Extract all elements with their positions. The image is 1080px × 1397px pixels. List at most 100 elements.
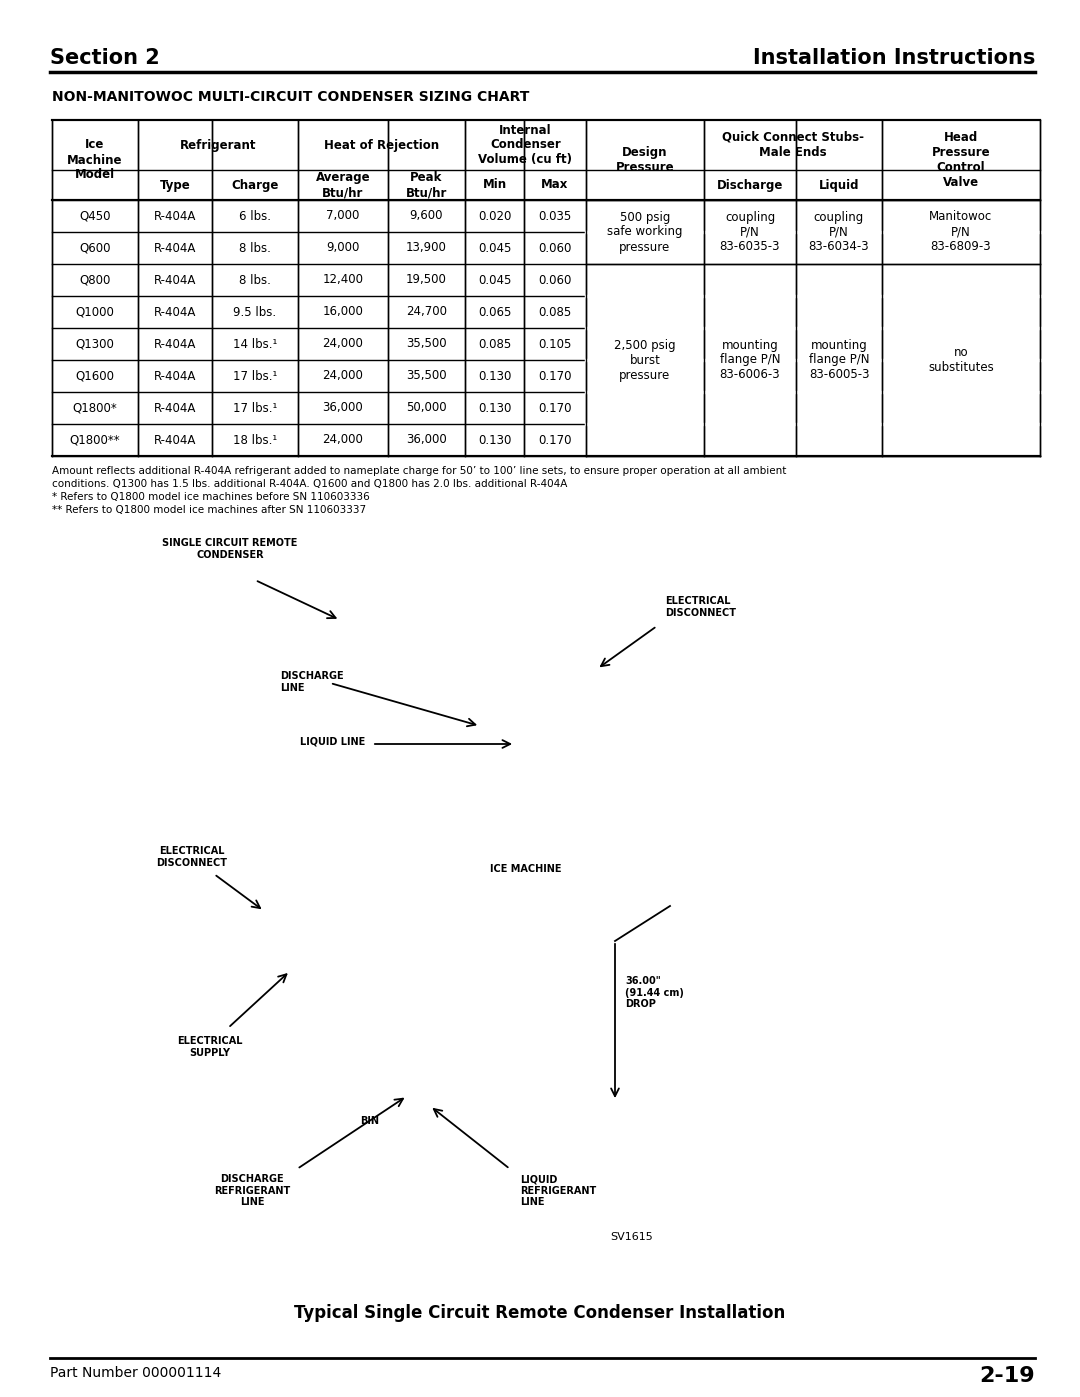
Text: Manitowoc
P/N
83-6809-3: Manitowoc P/N 83-6809-3 <box>930 211 993 253</box>
Text: ELECTRICAL
DISCONNECT: ELECTRICAL DISCONNECT <box>665 597 735 617</box>
Text: Q800: Q800 <box>79 274 110 286</box>
Text: BIN: BIN <box>360 1116 379 1126</box>
Text: 9.5 lbs.: 9.5 lbs. <box>233 306 276 319</box>
Text: Charge: Charge <box>231 179 279 191</box>
Text: 13,900: 13,900 <box>406 242 447 254</box>
Text: Q1800*: Q1800* <box>72 401 118 415</box>
Text: 0.065: 0.065 <box>477 306 511 319</box>
Text: 0.130: 0.130 <box>477 433 511 447</box>
Text: Q1300: Q1300 <box>76 338 114 351</box>
Text: 0.105: 0.105 <box>538 338 571 351</box>
Text: 17 lbs.¹: 17 lbs.¹ <box>233 401 278 415</box>
Text: 500 psig
safe working
pressure: 500 psig safe working pressure <box>607 211 683 253</box>
Text: Typical Single Circuit Remote Condenser Installation: Typical Single Circuit Remote Condenser … <box>295 1303 785 1322</box>
Text: mounting
flange P/N
83-6005-3: mounting flange P/N 83-6005-3 <box>809 338 869 381</box>
Text: Refrigerant: Refrigerant <box>179 138 256 151</box>
Text: Quick Connect Stubs-
Male Ends: Quick Connect Stubs- Male Ends <box>723 131 864 159</box>
Text: no
substitutes: no substitutes <box>928 346 994 374</box>
Text: 7,000: 7,000 <box>326 210 360 222</box>
Text: 0.170: 0.170 <box>538 369 571 383</box>
Text: 2-19: 2-19 <box>980 1366 1035 1386</box>
Text: 0.085: 0.085 <box>477 338 511 351</box>
Text: ELECTRICAL
DISCONNECT: ELECTRICAL DISCONNECT <box>157 847 228 868</box>
Text: coupling
P/N
83-6035-3: coupling P/N 83-6035-3 <box>719 211 780 253</box>
Text: 16,000: 16,000 <box>323 306 364 319</box>
Text: R-404A: R-404A <box>153 274 197 286</box>
Text: 0.085: 0.085 <box>538 306 571 319</box>
Text: 35,500: 35,500 <box>406 338 447 351</box>
Text: 19,500: 19,500 <box>406 274 447 286</box>
Text: Amount reflects additional R-404A refrigerant added to nameplate charge for 50’ : Amount reflects additional R-404A refrig… <box>52 467 786 476</box>
Text: Q1600: Q1600 <box>76 369 114 383</box>
Text: 0.170: 0.170 <box>538 433 571 447</box>
Text: 36,000: 36,000 <box>406 433 447 447</box>
Text: R-404A: R-404A <box>153 210 197 222</box>
Text: NON-MANITOWOC MULTI-CIRCUIT CONDENSER SIZING CHART: NON-MANITOWOC MULTI-CIRCUIT CONDENSER SI… <box>52 89 529 103</box>
Text: * Refers to Q1800 model ice machines before SN 110603336: * Refers to Q1800 model ice machines bef… <box>52 492 369 502</box>
Text: 50,000: 50,000 <box>406 401 447 415</box>
Text: 0.045: 0.045 <box>477 242 511 254</box>
Text: 14 lbs.¹: 14 lbs.¹ <box>233 338 278 351</box>
Text: 0.060: 0.060 <box>538 274 571 286</box>
Text: Ice
Machine
Model: Ice Machine Model <box>67 138 123 182</box>
Text: 0.170: 0.170 <box>538 401 571 415</box>
Text: 0.130: 0.130 <box>477 369 511 383</box>
Text: 17 lbs.¹: 17 lbs.¹ <box>233 369 278 383</box>
Text: Part Number 000001114: Part Number 000001114 <box>50 1366 221 1380</box>
Text: Q600: Q600 <box>79 242 111 254</box>
Text: SINGLE CIRCUIT REMOTE
CONDENSER: SINGLE CIRCUIT REMOTE CONDENSER <box>162 538 298 560</box>
Text: 9,000: 9,000 <box>326 242 360 254</box>
Text: Max: Max <box>541 179 569 191</box>
Text: Head
Pressure
Control
Valve: Head Pressure Control Valve <box>932 131 990 189</box>
Text: ICE MACHINE: ICE MACHINE <box>490 863 562 875</box>
Text: LIQUID
REFRIGERANT
LINE: LIQUID REFRIGERANT LINE <box>519 1173 596 1207</box>
Text: 0.060: 0.060 <box>538 242 571 254</box>
Text: Type: Type <box>160 179 190 191</box>
Text: Q1800**: Q1800** <box>70 433 120 447</box>
Text: Discharge: Discharge <box>717 179 783 191</box>
Text: R-404A: R-404A <box>153 242 197 254</box>
Text: 2,500 psig
burst
pressure: 2,500 psig burst pressure <box>615 338 676 381</box>
Text: 6 lbs.: 6 lbs. <box>239 210 271 222</box>
Text: Q1000: Q1000 <box>76 306 114 319</box>
Text: 8 lbs.: 8 lbs. <box>239 274 271 286</box>
Text: 8 lbs.: 8 lbs. <box>239 242 271 254</box>
Text: DISCHARGE
REFRIGERANT
LINE: DISCHARGE REFRIGERANT LINE <box>214 1173 291 1207</box>
Text: Average
Btu/hr: Average Btu/hr <box>315 170 370 198</box>
Text: R-404A: R-404A <box>153 433 197 447</box>
Text: Internal
Condenser
Volume (cu ft): Internal Condenser Volume (cu ft) <box>478 123 572 166</box>
Text: Design
Pressure: Design Pressure <box>616 147 674 175</box>
Text: LIQUID LINE: LIQUID LINE <box>300 736 365 746</box>
Text: 0.130: 0.130 <box>477 401 511 415</box>
Text: 35,500: 35,500 <box>406 369 447 383</box>
Text: R-404A: R-404A <box>153 401 197 415</box>
Text: 24,000: 24,000 <box>323 369 364 383</box>
Text: SV1615: SV1615 <box>610 1232 652 1242</box>
Text: ** Refers to Q1800 model ice machines after SN 110603337: ** Refers to Q1800 model ice machines af… <box>52 504 366 515</box>
Text: 0.045: 0.045 <box>477 274 511 286</box>
Text: conditions. Q1300 has 1.5 lbs. additional R-404A. Q1600 and Q1800 has 2.0 lbs. a: conditions. Q1300 has 1.5 lbs. additiona… <box>52 479 567 489</box>
Text: Min: Min <box>483 179 507 191</box>
Text: 0.020: 0.020 <box>477 210 511 222</box>
Text: Heat of Rejection: Heat of Rejection <box>324 138 440 151</box>
Text: 24,000: 24,000 <box>323 433 364 447</box>
Text: 9,600: 9,600 <box>409 210 443 222</box>
Text: 36.00"
(91.44 cm)
DROP: 36.00" (91.44 cm) DROP <box>625 977 684 1009</box>
Text: ELECTRICAL
SUPPLY: ELECTRICAL SUPPLY <box>177 1037 243 1058</box>
Text: Peak
Btu/hr: Peak Btu/hr <box>406 170 447 198</box>
Text: 0.035: 0.035 <box>538 210 571 222</box>
Text: 36,000: 36,000 <box>323 401 363 415</box>
Text: Liquid: Liquid <box>819 179 860 191</box>
Text: Section 2: Section 2 <box>50 47 160 68</box>
Text: R-404A: R-404A <box>153 338 197 351</box>
Text: mounting
flange P/N
83-6006-3: mounting flange P/N 83-6006-3 <box>719 338 781 381</box>
Text: R-404A: R-404A <box>153 369 197 383</box>
Text: Installation Instructions: Installation Instructions <box>753 47 1035 68</box>
Text: DISCHARGE
LINE: DISCHARGE LINE <box>280 671 343 693</box>
Text: 12,400: 12,400 <box>323 274 364 286</box>
Text: Q450: Q450 <box>79 210 111 222</box>
Text: 18 lbs.¹: 18 lbs.¹ <box>233 433 278 447</box>
Text: 24,700: 24,700 <box>406 306 447 319</box>
Text: 24,000: 24,000 <box>323 338 364 351</box>
Text: coupling
P/N
83-6034-3: coupling P/N 83-6034-3 <box>809 211 869 253</box>
